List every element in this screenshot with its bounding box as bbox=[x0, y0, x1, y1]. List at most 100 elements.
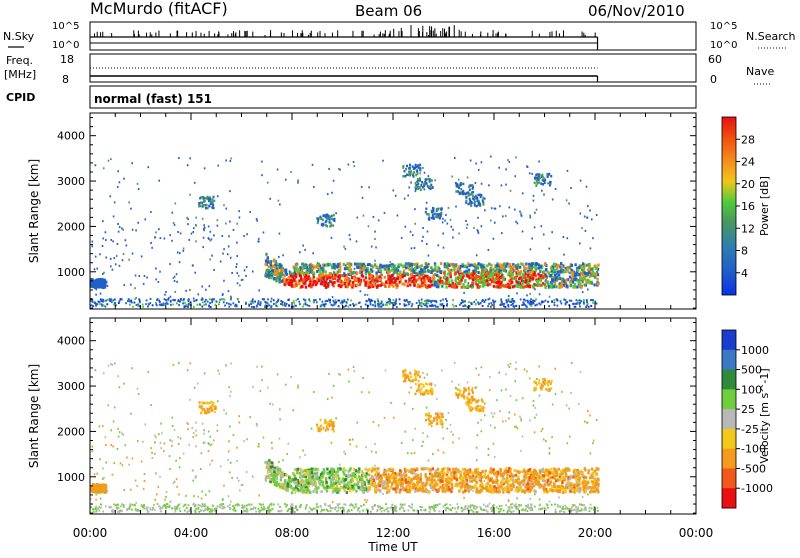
power-cell bbox=[433, 216, 435, 219]
power-cell bbox=[477, 301, 479, 303]
power-cell bbox=[503, 262, 505, 264]
power-cell bbox=[187, 223, 189, 225]
power-cell bbox=[490, 156, 492, 158]
power-cell bbox=[193, 300, 195, 302]
power-cell bbox=[176, 281, 178, 283]
freq-tick-top: 18 bbox=[60, 53, 74, 66]
power-cell bbox=[95, 256, 97, 258]
power-cell bbox=[158, 300, 160, 302]
power-cell bbox=[113, 257, 115, 259]
power-cell bbox=[129, 304, 131, 306]
power-cell bbox=[509, 161, 511, 163]
velocity-cell bbox=[368, 468, 370, 471]
power-cell bbox=[442, 218, 444, 220]
velocity-cell bbox=[280, 478, 282, 481]
velocity-cell bbox=[325, 481, 327, 484]
velocity-cell bbox=[324, 486, 326, 489]
power-cell bbox=[165, 299, 167, 301]
power-cell bbox=[478, 169, 480, 171]
power-cell bbox=[426, 306, 428, 308]
velocity-cell bbox=[373, 468, 375, 471]
velocity-cell bbox=[332, 484, 334, 487]
velocity-cell bbox=[349, 467, 351, 470]
velocity-cell bbox=[530, 479, 532, 482]
velocity-cell bbox=[557, 485, 559, 488]
power-cell bbox=[408, 268, 410, 271]
power-cell bbox=[370, 299, 372, 301]
velocity-cell bbox=[420, 480, 422, 483]
velocity-cell bbox=[424, 484, 426, 487]
power-cell bbox=[155, 278, 157, 280]
velocity-cell bbox=[375, 488, 377, 491]
power-cell bbox=[246, 266, 248, 268]
power-cell bbox=[156, 299, 158, 301]
power-cell bbox=[340, 285, 342, 288]
velocity-cell bbox=[505, 487, 507, 490]
power-cell bbox=[150, 298, 152, 300]
power-cell bbox=[388, 264, 390, 267]
power-cell bbox=[176, 273, 178, 275]
power-cell bbox=[410, 231, 412, 233]
power-cell bbox=[146, 299, 148, 301]
power-cell bbox=[543, 194, 545, 196]
power-cell bbox=[451, 279, 453, 282]
power-cell bbox=[404, 226, 406, 228]
power-cell bbox=[445, 214, 447, 216]
power-cell bbox=[417, 283, 419, 286]
power-cell bbox=[128, 298, 130, 300]
velocity-cell bbox=[541, 484, 543, 487]
power-cell bbox=[488, 184, 490, 186]
power-cell bbox=[529, 285, 531, 288]
power-cell bbox=[174, 224, 176, 226]
velocity-cell bbox=[398, 478, 400, 481]
power-cell bbox=[570, 187, 572, 189]
power-cell bbox=[406, 304, 408, 306]
power-cell bbox=[155, 302, 157, 304]
power-cell bbox=[352, 284, 354, 287]
velocity-cell bbox=[379, 480, 381, 483]
velocity-cell bbox=[496, 479, 498, 482]
freq-tick-bottom: 8 bbox=[62, 73, 69, 86]
power-cell bbox=[291, 275, 293, 278]
velocity-cell bbox=[315, 482, 317, 485]
power-cell bbox=[96, 268, 98, 270]
power-cell bbox=[303, 303, 305, 305]
power-cell bbox=[304, 282, 306, 285]
velocity-cell bbox=[464, 489, 466, 492]
power-cell bbox=[436, 271, 438, 273]
power-cell bbox=[568, 203, 570, 205]
power-cell bbox=[274, 273, 276, 276]
power-cell bbox=[534, 266, 536, 269]
power-cell bbox=[189, 194, 191, 196]
power-cell bbox=[530, 301, 532, 303]
power-cell bbox=[399, 298, 401, 300]
power-cell bbox=[534, 212, 536, 214]
velocity-cell bbox=[515, 474, 517, 477]
power-cell bbox=[531, 270, 533, 273]
velocity-cell bbox=[501, 479, 503, 482]
velocity-cell bbox=[389, 486, 391, 489]
power-cell bbox=[425, 285, 427, 288]
velocity-cell bbox=[396, 475, 398, 478]
power-cell bbox=[491, 207, 493, 209]
velocity-cell bbox=[358, 467, 360, 470]
power-cell bbox=[440, 212, 442, 215]
power-cell bbox=[398, 281, 400, 284]
velocity-cell bbox=[428, 477, 430, 480]
power-cell bbox=[495, 285, 497, 288]
power-cell bbox=[313, 281, 315, 284]
power-cell bbox=[275, 269, 277, 272]
velocity-cell bbox=[591, 476, 593, 479]
power-cell bbox=[361, 271, 363, 274]
velocity-cell bbox=[567, 468, 569, 471]
power-cell bbox=[430, 266, 432, 269]
power-cell bbox=[583, 299, 585, 301]
nave-tick-top: 60 bbox=[708, 53, 722, 66]
velocity-cell bbox=[493, 468, 495, 471]
power-cell bbox=[477, 194, 479, 197]
power-cell bbox=[475, 195, 477, 197]
power-cell bbox=[204, 167, 206, 169]
power-cell bbox=[422, 276, 424, 279]
power-cell bbox=[428, 263, 430, 265]
